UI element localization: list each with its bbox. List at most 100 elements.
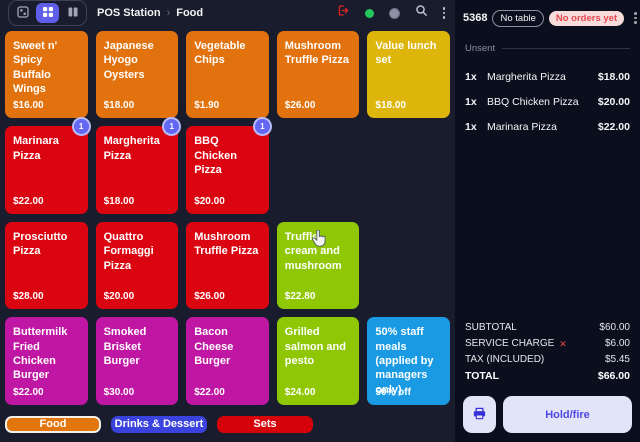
menu-grid: Sweet n' Spicy Buffalo Wings $16.00 Japa… [0, 26, 455, 410]
subtotal-label: SUBTOTAL [465, 322, 517, 333]
column-view-icon [67, 6, 79, 21]
menu-tile[interactable]: Smoked Brisket Burger $30.00 [95, 317, 179, 405]
online-status-dot [364, 8, 374, 18]
service-charge-row: SERVICE CHARGE ✕ $6.00 [465, 336, 630, 352]
menu-tile[interactable]: Value lunch set $18.00 [367, 31, 450, 119]
tile-name: Truffle cream and mushroom [284, 230, 342, 272]
menu-tile[interactable]: Grilled salmon and pesto $24.00 [276, 317, 360, 405]
quantity-badge: 1 [254, 119, 270, 135]
logout-icon[interactable] [337, 4, 350, 22]
tile-name: BBQ Chicken Pizza [194, 135, 237, 177]
category-tab-drinks-dessert[interactable]: Drinks & Dessert [111, 415, 207, 433]
breadcrumb-current: Food [176, 7, 204, 19]
hold-fire-button[interactable]: Hold/fire [503, 396, 632, 433]
menu-tile[interactable]: 1 Margherita Pizza $18.00 [95, 119, 180, 214]
tile-price: $16.00 [13, 100, 44, 112]
more-menu-icon[interactable] [442, 7, 445, 19]
tile-price: $18.00 [103, 100, 135, 112]
tile-price: $18.00 [103, 195, 135, 207]
tile-name: Margherita Pizza [103, 135, 160, 162]
menu-tile[interactable]: Quattro Formaggi Pizza $20.00 [95, 221, 179, 310]
map-view-button[interactable] [11, 3, 34, 23]
breadcrumb: POS Station › Food [97, 7, 203, 19]
item-price: $22.00 [597, 121, 630, 133]
tile-name: Quattro Formaggi Pizza [103, 230, 154, 272]
order-more-icon[interactable] [634, 12, 637, 24]
tile-price: $20.00 [194, 195, 225, 207]
quantity-badge: 1 [73, 119, 89, 135]
tax-value: $5.45 [604, 354, 630, 365]
order-item[interactable]: 1x Margherita Pizza $18.00 [465, 71, 630, 83]
menu-tile[interactable]: 50% staff meals (applied by managers onl… [367, 317, 450, 405]
grid-view-icon [42, 6, 54, 21]
column-view-button[interactable] [61, 3, 84, 23]
tile-price: $22.00 [13, 386, 44, 398]
tile-name: Mushroom Truffle Pizza [284, 40, 349, 67]
search-icon[interactable] [415, 4, 428, 22]
tile-name: Value lunch set [375, 40, 437, 67]
tile-price: 50% off [375, 386, 411, 398]
item-quantity: 1x [465, 121, 477, 133]
menu-tile[interactable]: 1 Marinara Pizza $22.00 [5, 119, 89, 214]
print-receipt-button[interactable] [463, 396, 496, 433]
service-charge-label: SERVICE CHARGE [465, 338, 555, 349]
order-item[interactable]: 1x BBQ Chicken Pizza $20.00 [465, 96, 630, 108]
tile-price: $22.80 [284, 291, 316, 303]
order-item[interactable]: 1x Marinara Pizza $22.00 [465, 121, 630, 133]
menu-tile[interactable]: Mushroom Truffle Pizza $26.00 [276, 31, 360, 119]
order-actions: Hold/fire [455, 388, 640, 442]
total-row: TOTAL $66.00 [465, 368, 630, 384]
menu-tile[interactable]: Bacon Cheese Burger $22.00 [186, 317, 269, 405]
subtotal-row: SUBTOTAL $60.00 [465, 320, 630, 336]
session-status-icon[interactable] [388, 7, 400, 19]
item-name: Marinara Pizza [487, 121, 558, 133]
tax-row: TAX (INCLUDED) $5.45 [465, 352, 630, 368]
tile-price: $18.00 [375, 100, 406, 112]
breadcrumb-root[interactable]: POS Station [97, 7, 161, 19]
tile-name: Smoked Brisket Burger [103, 326, 147, 368]
order-status-badge: No orders yet [548, 10, 625, 26]
menu-tile[interactable]: Prosciutto Pizza $28.00 [5, 221, 88, 310]
tile-name: Prosciutto Pizza [13, 230, 68, 258]
menu-tile[interactable]: 1 BBQ Chicken Pizza $20.00 [186, 119, 270, 214]
main-area: POS Station › Food Sweet n' Spicy Buffal… [0, 0, 455, 433]
menu-tile[interactable]: Sweet n' Spicy Buffalo Wings $16.00 [5, 31, 88, 119]
tile-name: Mushroom Truffle Pizza [194, 230, 259, 258]
order-number: 5368 [463, 12, 488, 24]
tile-name: Bacon Cheese Burger [194, 326, 234, 368]
order-items: 1x Margherita Pizza $18.00 1x BBQ Chicke… [455, 54, 640, 133]
quantity-badge: 1 [164, 119, 180, 135]
tile-price: $22.00 [13, 195, 44, 207]
view-toggle [8, 0, 87, 26]
menu-tile[interactable]: Vegetable Chips $1.90 [186, 31, 269, 119]
tile-price: $1.90 [194, 100, 220, 112]
map-view-icon [16, 5, 29, 21]
breadcrumb-separator-icon: › [166, 7, 171, 19]
menu-tile[interactable]: Japanese Hyogo Oysters $18.00 [95, 31, 179, 119]
service-charge-value: $6.00 [604, 338, 630, 349]
order-panel: 5368 No table No orders yet Unsent 1x Ma… [455, 0, 640, 442]
table-select-pill[interactable]: No table [492, 9, 544, 27]
tile-price: $28.00 [13, 291, 44, 303]
item-name: BBQ Chicken Pizza [487, 96, 579, 108]
menu-tile[interactable]: Buttermilk Fried Chicken Burger $22.00 [5, 317, 88, 405]
order-totals: SUBTOTAL $60.00 SERVICE CHARGE ✕ $6.00 T… [455, 320, 640, 388]
tile-price: $22.00 [194, 386, 225, 398]
category-tab-sets[interactable]: Sets [217, 415, 313, 433]
menu-tile[interactable]: Truffle cream and mushroom $22.80 [276, 221, 360, 310]
item-price: $20.00 [597, 96, 630, 108]
tax-label: TAX (INCLUDED) [465, 354, 545, 365]
grid-view-button[interactable] [36, 3, 59, 23]
item-name: Margherita Pizza [487, 71, 566, 83]
tile-price: $20.00 [103, 291, 135, 303]
item-quantity: 1x [465, 71, 477, 83]
menu-tile[interactable]: Mushroom Truffle Pizza $26.00 [186, 221, 269, 310]
unsent-section-divider: Unsent [455, 43, 640, 54]
category-tab-food[interactable]: Food [5, 415, 101, 433]
tile-name: Sweet n' Spicy Buffalo Wings [13, 40, 58, 95]
remove-service-charge-icon[interactable]: ✕ [559, 339, 567, 349]
item-quantity: 1x [465, 96, 477, 108]
printer-icon [472, 406, 487, 424]
tile-name: Buttermilk Fried Chicken Burger [13, 326, 68, 382]
